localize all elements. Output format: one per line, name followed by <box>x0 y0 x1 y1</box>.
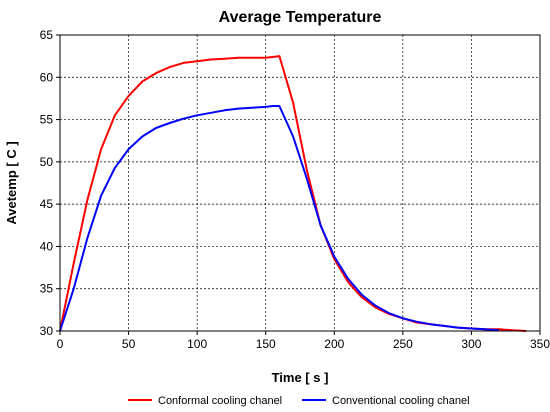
y-tick-label: 65 <box>40 28 54 42</box>
grid <box>60 35 540 331</box>
y-axis-ticks: 30 35 40 45 50 55 60 65 <box>40 28 60 338</box>
x-tick-label: 350 <box>530 337 550 351</box>
x-tick-label: 200 <box>324 337 344 351</box>
series-layer <box>59 55 527 332</box>
chart-title: Average Temperature <box>219 9 382 26</box>
legend-label-conventional-cooling-chanel: Conventional cooling chanel <box>332 395 470 407</box>
x-tick-label: 50 <box>122 337 136 351</box>
y-tick-label: 40 <box>40 239 54 253</box>
x-tick-label: 0 <box>57 337 64 351</box>
legend: Conformal cooling chanel Conventional coo… <box>128 395 470 407</box>
x-tick-label: 300 <box>461 337 481 351</box>
y-tick-label: 45 <box>40 197 54 211</box>
x-axis-label: Time [ s ] <box>272 370 329 385</box>
x-tick-label: 150 <box>256 337 276 351</box>
series-line-conformal-cooling-chanel <box>59 55 527 332</box>
y-axis-label: Avetemp [ C ] <box>4 141 19 224</box>
legend-label-conformal-cooling-chanel: Conformal cooling chanel <box>158 395 282 407</box>
plot-frame <box>59 34 541 332</box>
y-tick-label: 60 <box>40 70 54 84</box>
x-tick-label: 250 <box>393 337 413 351</box>
x-axis-ticks: 0 50 100 150 200 250 300 350 <box>57 331 550 351</box>
y-tick-label: 35 <box>40 282 54 296</box>
y-tick-label: 55 <box>40 113 54 127</box>
x-tick-label: 100 <box>187 337 207 351</box>
series-line-conventional-cooling-chanel <box>59 105 499 332</box>
y-tick-label: 50 <box>40 155 54 169</box>
y-tick-label: 30 <box>40 324 54 338</box>
